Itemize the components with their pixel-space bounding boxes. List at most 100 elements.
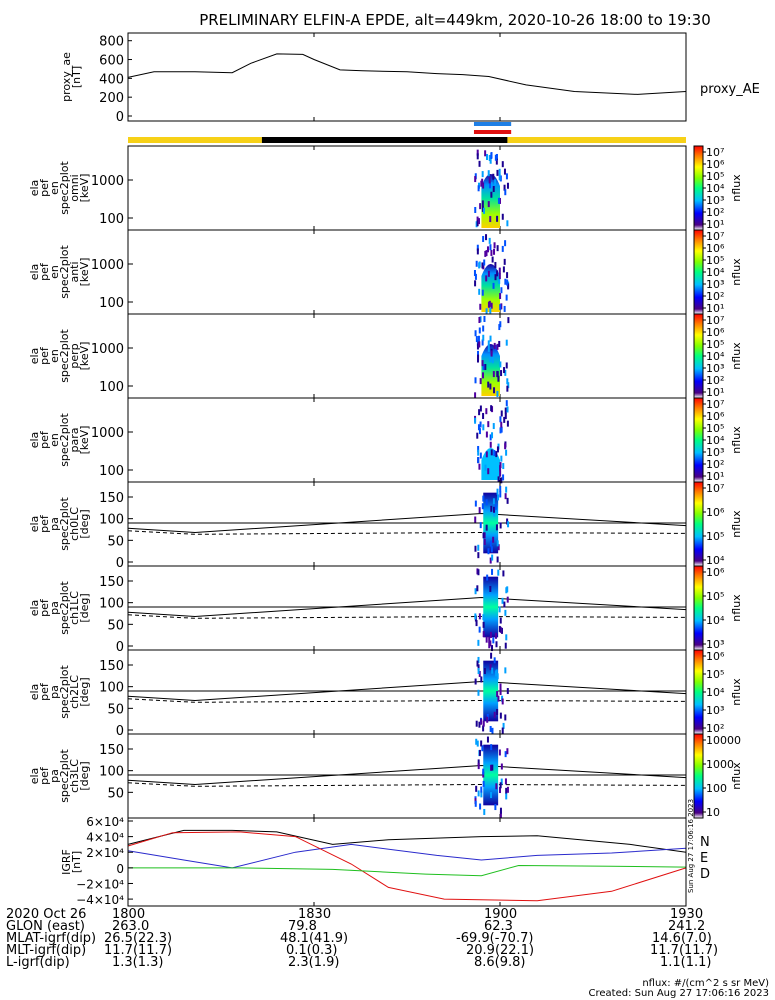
spectrogram-pixel <box>483 207 486 214</box>
spectrogram-pixel <box>478 749 481 756</box>
spectrogram-pixel <box>506 688 509 695</box>
science-zone-marker <box>473 122 512 126</box>
panel-frame <box>127 481 687 567</box>
spectrogram-pixel <box>479 378 482 385</box>
y-axis-label-line: pa <box>48 601 61 615</box>
colorbar-tick-label: 10² <box>706 722 724 735</box>
spectrogram-pixel <box>481 745 484 752</box>
spectrogram-pixel <box>480 718 483 725</box>
spectrogram-pixel <box>478 428 481 435</box>
colorbar <box>693 733 704 819</box>
spectrogram-pixel <box>499 787 502 794</box>
spectrogram-pixel <box>487 201 490 208</box>
spectrogram-pixel <box>494 179 497 186</box>
spectrogram-pixel <box>494 154 497 161</box>
spectrogram-pixel <box>487 548 490 555</box>
colorbar-tick-label: 10² <box>706 374 724 387</box>
spectrogram-pixel <box>491 645 494 652</box>
y-axis-label-line: perp <box>68 343 81 368</box>
y-axis-label-line: pef <box>38 766 51 785</box>
spectrogram-pixel <box>503 168 506 175</box>
pitch-angle-flux <box>483 576 499 638</box>
colorbar-tick-label: 10⁴ <box>706 266 725 279</box>
spectrogram-pixel <box>477 350 480 357</box>
y-axis-label-line: ela <box>28 348 41 365</box>
spectrogram-pixel <box>497 476 500 483</box>
spectrogram-pixel <box>478 613 481 620</box>
y-axis-label-line: pef <box>38 598 51 617</box>
anti-loss-cone-line <box>127 782 687 787</box>
spectrogram-pixel <box>478 160 481 167</box>
spectrogram-pixel <box>481 372 484 379</box>
spectrogram-pixel <box>482 424 485 431</box>
footer-value: 2.3(1.9) <box>288 955 340 970</box>
spectrogram-pixel <box>475 260 478 267</box>
spectrogram-pixel <box>494 503 497 510</box>
y-axis-label-line: [deg] <box>78 761 91 790</box>
y-tick-label: 0 <box>116 556 124 571</box>
spectrogram-pixel <box>484 150 487 157</box>
spectrogram-pixel <box>505 587 508 594</box>
spectrogram-pixel <box>482 495 485 502</box>
footer-value: 1800 <box>112 907 146 922</box>
spectrogram-pixel <box>502 722 505 729</box>
footer-value: -69.9(-70.7) <box>456 931 534 946</box>
colorbar-tick-label: 10⁴ <box>706 182 725 195</box>
panel-spec-anti: 1000100elapefenspec2plotanti[keV]10⁷10⁶1… <box>28 229 743 315</box>
spectrogram-pixel <box>500 477 503 484</box>
spectrogram-pixel <box>474 280 477 287</box>
orbit-info-footer: 2020 Oct 26 1800 1830 1900 1930 GLON (ea… <box>0 907 775 1000</box>
spectrogram-pixel <box>505 486 508 493</box>
flux-enhancement <box>481 174 500 228</box>
legend-d: D <box>700 867 710 882</box>
spectrogram-pixel <box>505 339 508 346</box>
y-axis-label-line: spec2plot <box>58 749 71 803</box>
spectrogram-pixel <box>475 785 478 792</box>
colorbar-tick-label: 10⁷ <box>706 230 724 243</box>
spectrogram-pixel <box>481 503 484 510</box>
spectrogram-pixel <box>484 364 487 371</box>
colorbar <box>693 145 704 231</box>
spectrogram-pixel <box>490 350 493 357</box>
spectrogram-pixel <box>482 182 485 189</box>
panel-frame <box>127 817 687 907</box>
spectrogram-pixel <box>503 258 506 265</box>
spectrogram-pixel <box>489 631 492 638</box>
spectrogram-pixel <box>507 283 510 290</box>
spectrogram-pixel <box>477 656 480 663</box>
spectrogram-pixel <box>479 316 482 323</box>
y-axis-label-line: [keV] <box>78 342 91 371</box>
spectrogram-pixel <box>482 325 485 332</box>
spectrogram-pixel <box>479 303 482 310</box>
panel-proxy-ae: 800 600 400 200 0 proxy_ae[nT] proxy_AE <box>60 33 760 125</box>
y-tick-label: 100 <box>99 464 124 479</box>
colorbar-tick-label: 10⁴ <box>706 686 725 699</box>
y-axis-label-line: en <box>48 349 61 363</box>
spectrogram-pixel <box>482 725 485 732</box>
spectrogram-pixel <box>504 609 507 616</box>
spectrogram-pixel <box>495 669 498 676</box>
spectrogram-pixel <box>499 811 502 818</box>
panel-frame <box>127 733 687 819</box>
spectrogram-pixel <box>476 153 479 160</box>
spectrogram-pixel <box>505 449 508 456</box>
colorbar <box>693 397 704 483</box>
spectrogram-pixel <box>492 536 495 543</box>
spectrogram-pixel <box>487 345 490 352</box>
spectrogram-pixel <box>490 152 493 159</box>
spectrogram-pixel <box>477 449 480 456</box>
timestamp-stamp-text: Sun Aug 27 17:06:16 2023 <box>687 799 695 893</box>
spectrogram-pixel <box>503 305 506 312</box>
panel-frame <box>127 145 687 231</box>
spectrogram-pixel <box>474 613 477 620</box>
y-axis-label-line: ela <box>28 768 41 785</box>
y-axis-label-line: ch0LC <box>68 507 81 541</box>
spectrogram-pixel <box>506 786 509 793</box>
colorbar-tick-label: 10³ <box>706 362 724 375</box>
colorbar-tick-label: 10² <box>706 206 724 219</box>
y-axis-label-line: ch3LC <box>68 759 81 793</box>
colorbar-tick-label: 10⁵ <box>706 170 724 183</box>
